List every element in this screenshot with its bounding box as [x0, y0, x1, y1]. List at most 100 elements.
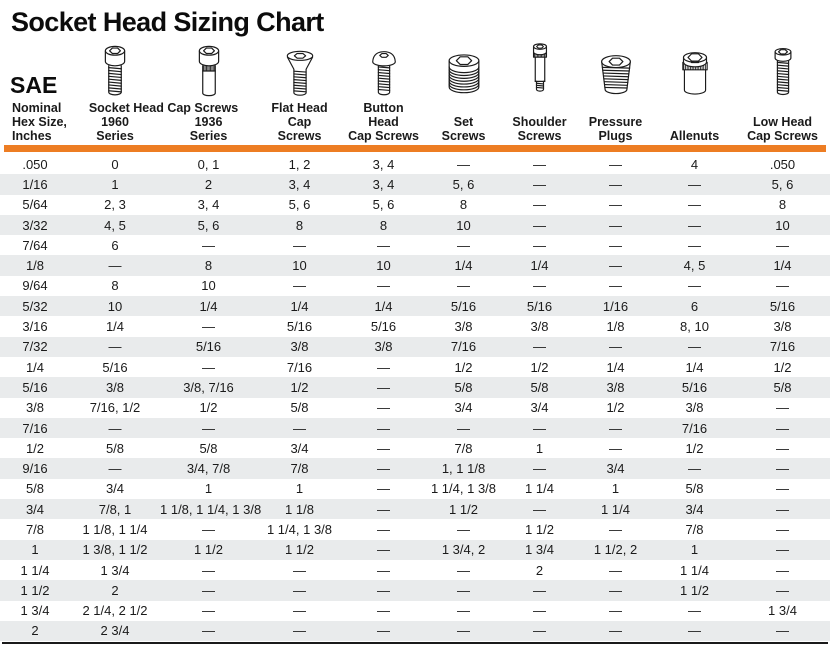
size-cell: 1/16: [602, 298, 629, 314]
size-cell: 4, 5: [683, 258, 706, 274]
size-cell: 1/4: [606, 359, 625, 375]
size-cell: 8: [295, 217, 304, 233]
size-cell: 3/4: [530, 400, 549, 416]
hex-size-cell: 1/4: [25, 359, 45, 375]
hex-size-cell: 3/8: [25, 400, 45, 416]
hex-size-cell: 3/32: [22, 217, 48, 233]
size-cell: 3/4: [105, 481, 125, 497]
size-cell: 1 3/4: [525, 542, 554, 558]
size-cell: 1/4: [199, 298, 218, 314]
column-header-line: Button: [363, 101, 404, 115]
column-header-line: Head: [368, 115, 399, 129]
size-cell: 8: [379, 217, 388, 233]
size-cell: —: [609, 176, 622, 192]
size-cell: 5/16: [286, 319, 313, 335]
size-cell: —: [377, 603, 390, 619]
column-header-shoulder-screws: Shoulder Screws: [502, 101, 577, 143]
size-cell: 3/4: [685, 501, 704, 517]
set-screw-icon: [425, 53, 502, 97]
size-cell: 2: [111, 582, 119, 598]
size-cell: 1/4: [290, 298, 309, 314]
size-cell: 1 3/4: [100, 562, 130, 578]
size-cell: —: [533, 582, 546, 598]
size-cell: —: [609, 420, 622, 436]
size-cell: 7/8: [454, 440, 473, 456]
size-cell: —: [688, 461, 701, 477]
page-title: Socket Head Sizing Chart: [11, 7, 324, 37]
table-row: 1/2 5/8 5/8 3/4 — 7/8 1 — 1/2 —: [0, 438, 830, 458]
size-cell: —: [609, 278, 622, 294]
size-cell: —: [377, 420, 390, 436]
size-cell: 5/16: [769, 298, 796, 314]
size-cell: 3, 4: [288, 176, 311, 192]
hex-size-cell: 7/64: [22, 237, 48, 253]
size-cell: 7/8, 1: [98, 501, 132, 517]
size-cell: 10: [107, 298, 123, 314]
size-cell: —: [776, 582, 789, 598]
size-cell: 7/8: [290, 461, 309, 477]
table-row: 5/64 2, 3 3, 4 5, 6 5, 6 8 — — — 8: [0, 195, 830, 215]
column-group-label: Socket Head Cap Screws: [88, 101, 239, 115]
low-head-cap-screw-icon: [735, 47, 830, 97]
size-cell: 5/8: [199, 440, 218, 456]
size-cell: 3/8: [530, 319, 549, 335]
size-cell: —: [609, 623, 622, 639]
size-cell: —: [202, 582, 215, 598]
size-cell: —: [533, 420, 546, 436]
size-cell: 5, 6: [771, 176, 794, 192]
column-header-low-head: Low Head Cap Screws: [735, 101, 830, 143]
column-header-line: Series: [96, 129, 134, 143]
column-header-series-1936: 1936 Series: [160, 101, 257, 143]
hex-size-cell: 7/8: [25, 521, 45, 537]
size-cell: —: [609, 582, 622, 598]
column-header-pressure-plugs: Pressure Plugs: [577, 101, 654, 143]
bottom-rule: [2, 642, 828, 645]
size-cell: 5/16: [526, 298, 553, 314]
hex-size-cell: 7/32: [22, 339, 48, 355]
size-cell: 1 1/4: [601, 501, 630, 517]
size-cell: 3/8: [606, 379, 625, 395]
size-cell: 5/8: [530, 379, 549, 395]
hex-size-cell: .050: [22, 156, 48, 172]
size-cell: 3/8: [105, 379, 125, 395]
size-cell: 3/8: [290, 339, 309, 355]
size-cell: —: [776, 562, 789, 578]
column-header-line: Cap: [287, 115, 312, 129]
size-cell: 10: [456, 217, 471, 233]
hex-size-cell: 5/8: [25, 481, 45, 497]
hex-size-cell: 3/16: [22, 319, 48, 335]
size-cell: —: [293, 562, 306, 578]
hex-size-cell: 1/16: [22, 176, 48, 192]
size-cell: 1: [611, 481, 620, 497]
size-cell: 5/8: [773, 379, 792, 395]
size-cell: 7/8: [685, 521, 704, 537]
table-row: 7/32 — 5/16 3/8 3/8 7/16 — — — 7/16: [0, 336, 830, 357]
column-header-line: Shoulder: [512, 115, 567, 129]
size-cell: 2, 3: [104, 197, 126, 213]
hex-size-cell: 5/16: [22, 379, 48, 395]
table-row: 1/8 — 8 10 10 1/4 1/4 — 4, 5 1/4: [0, 255, 830, 276]
size-cell: —: [533, 603, 546, 619]
size-cell: 1/2: [454, 359, 473, 375]
size-cell: —: [108, 258, 122, 274]
size-cell: —: [377, 440, 390, 456]
size-cell: 1/4: [454, 258, 473, 274]
size-cell: 10: [201, 278, 216, 294]
size-cell: 5/16: [195, 339, 222, 355]
size-cell: —: [776, 623, 789, 639]
size-cell: 1, 2: [288, 156, 311, 172]
size-cell: —: [533, 339, 546, 355]
size-cell: 1 3/4: [768, 603, 797, 619]
column-header-line: Screws: [517, 129, 562, 143]
table-row: 5/16 3/8 3/8, 7/16 1/2 — 5/8 5/8 3/8 5/16 5/8: [0, 377, 830, 398]
size-cell: 3/8, 7/16: [183, 379, 234, 395]
size-cell: —: [377, 521, 390, 537]
table-row: 5/8 3/4 1 1 — 1 1/4, 1 3/8 1 1/4 1 5/8 —: [0, 479, 830, 499]
size-cell: 1/4: [374, 298, 393, 314]
size-cell: 10: [376, 258, 391, 274]
size-cell: —: [108, 420, 122, 436]
size-cell: 5, 6: [372, 197, 395, 213]
size-cell: 7/16, 1/2: [89, 400, 141, 416]
size-cell: —: [457, 582, 470, 598]
